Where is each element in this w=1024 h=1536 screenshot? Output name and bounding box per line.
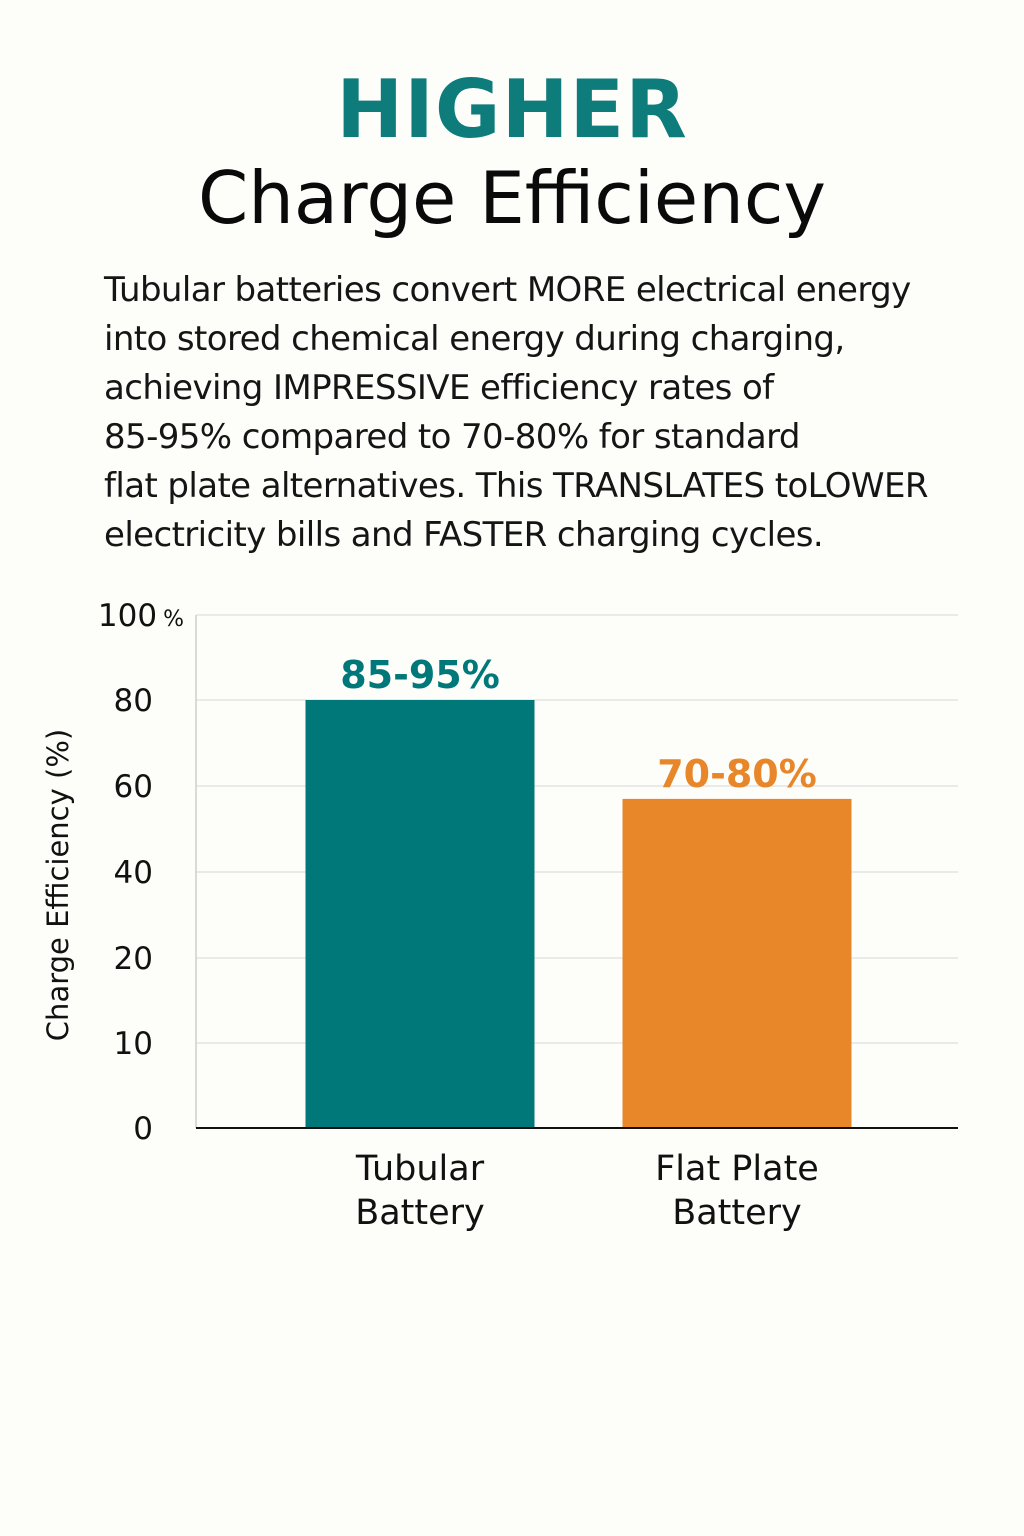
x-category-label: Battery [355, 1193, 485, 1233]
headline: HIGHER [336, 63, 688, 156]
y-tick-label: 0 [133, 1111, 153, 1147]
y-tick-label: 100% [98, 598, 184, 634]
description-line: into stored chemical energy during charg… [104, 319, 845, 359]
description-line: electricity bills and FASTER charging cy… [104, 515, 824, 555]
y-tick-label: 20 [114, 941, 153, 977]
bars [305, 700, 852, 1128]
y-axis-label: Charge Efficiency (%) [41, 729, 75, 1041]
data-label: 70-80% [657, 752, 817, 796]
description-line: Tubular batteries convert MORE electrica… [104, 270, 911, 310]
y-tick-label: 10 [114, 1026, 153, 1062]
y-tick-label: 80 [114, 683, 153, 719]
description-line: flat plate alternatives. This TRANSLATES… [104, 466, 928, 506]
description-line: achieving IMPRESSIVE efficiency rates of [104, 368, 774, 408]
subheadline: Charge Efficiency [197, 156, 827, 240]
y-tick-label: 40 [114, 855, 153, 891]
data-label: 85-95% [340, 653, 500, 697]
x-category-label: Tubular [355, 1149, 485, 1189]
y-tick-label: 60 [114, 769, 153, 805]
description-paragraph: Tubular batteries convert MORE electrica… [104, 266, 1004, 560]
description-line: 85-95% compared to 70-80% for standard [104, 417, 801, 457]
bar-tubular [305, 700, 535, 1128]
x-category-label: Battery [672, 1193, 802, 1233]
x-category-label: Flat Plate [655, 1149, 819, 1189]
bar-flat-plate [622, 798, 852, 1128]
axes [195, 615, 958, 1129]
